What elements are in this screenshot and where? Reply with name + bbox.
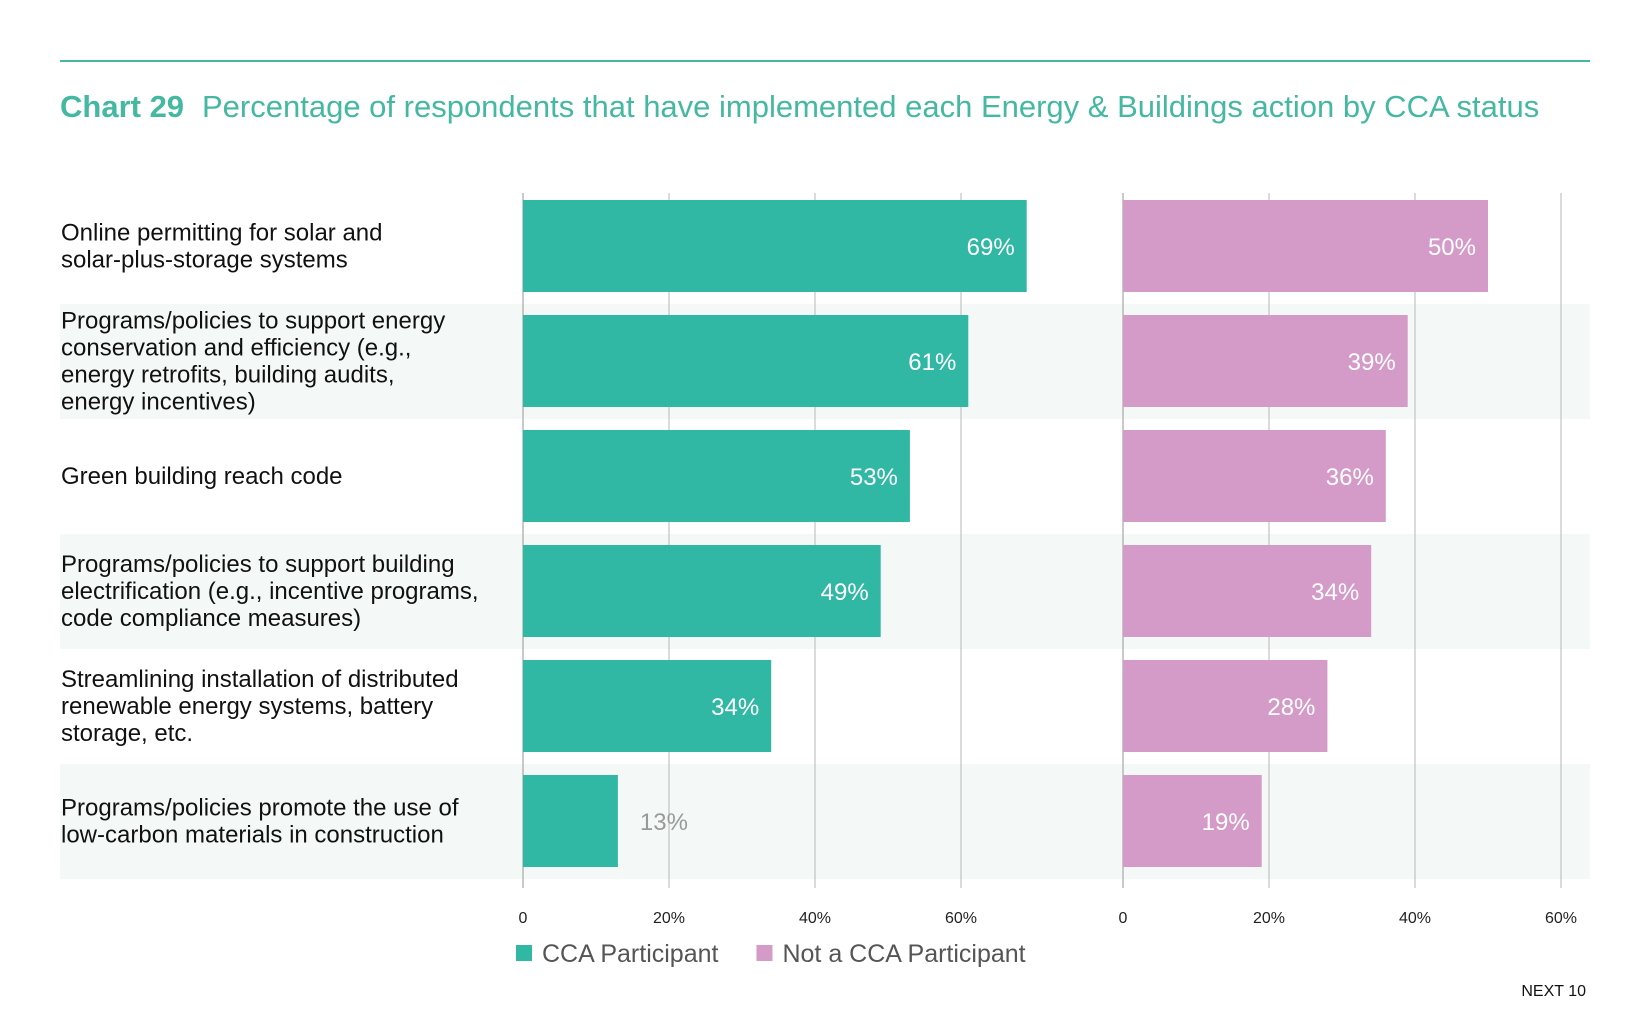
data-label: 61% [908, 349, 956, 376]
data-label: 36% [1326, 464, 1374, 491]
bar [1123, 775, 1262, 867]
data-label: 69% [967, 234, 1015, 261]
data-label: 34% [1311, 579, 1359, 606]
category-label-line: conservation and efficiency (e.g., [61, 335, 411, 362]
legend-label: Not a CCA Participant [782, 940, 1025, 968]
category-label-line: Green building reach code [61, 463, 343, 490]
legend-swatch [756, 945, 773, 961]
bar [1123, 200, 1488, 292]
data-label: 50% [1428, 234, 1476, 261]
category-label-line: renewable energy systems, battery [61, 693, 433, 720]
category-label-line: solar-plus-storage systems [61, 247, 348, 274]
row-band [60, 764, 1590, 879]
bar [523, 545, 881, 637]
data-label: 49% [821, 579, 869, 606]
category-label-line: code compliance measures) [61, 605, 361, 632]
category-label: Streamlining installation of distributed… [61, 666, 459, 747]
data-label: 28% [1267, 694, 1315, 721]
data-label: 39% [1348, 349, 1396, 376]
category-label: Programs/policies promote the use of low-… [61, 795, 459, 849]
data-label: 53% [850, 464, 898, 491]
category-label: Programs/policies to support energy conse… [61, 308, 445, 416]
category-label: Green building reach code [61, 463, 343, 490]
legend-swatch [516, 945, 532, 961]
x-tick-label: 20% [653, 910, 685, 927]
bar [1123, 545, 1372, 637]
x-tick-label: 0 [519, 910, 528, 927]
data-label: 19% [1202, 809, 1250, 836]
category-label-line: energy retrofits, building audits, [61, 362, 395, 389]
x-tick-label: 20% [1253, 910, 1285, 927]
bar [1123, 430, 1386, 522]
footer-brand: NEXT 10 [1521, 983, 1586, 1000]
category-label-line: Programs/policies promote the use of [61, 795, 459, 822]
x-tick-label: 60% [1545, 910, 1577, 927]
category-label-line: storage, etc. [61, 720, 193, 747]
x-tick-label: 60% [945, 910, 977, 927]
bar [523, 660, 772, 752]
data-label: 34% [711, 694, 759, 721]
category-label: Programs/policies to support building ele… [61, 551, 479, 632]
top-rule [60, 60, 1590, 62]
data-label: 13% [640, 809, 688, 836]
bar [523, 200, 1027, 292]
bar [523, 775, 618, 867]
category-label-line: energy incentives) [61, 389, 256, 416]
category-label-line: electrification (e.g., incentive program… [61, 578, 479, 605]
x-tick-label: 40% [799, 910, 831, 927]
bar [1123, 315, 1408, 407]
chart-title: Percentage of respondents that have impl… [202, 89, 1540, 124]
legend-label: CCA Participant [542, 940, 719, 968]
category-label-line: Programs/policies to support building [61, 551, 455, 578]
bar [1123, 660, 1328, 752]
category-label: Online permitting for solar and solar-plu… [61, 220, 383, 274]
x-tick-label: 0 [1119, 910, 1128, 927]
category-label-line: Streamlining installation of distributed [61, 666, 459, 693]
chart-number: Chart 29 [60, 89, 185, 124]
bar [523, 430, 910, 522]
x-tick-label: 40% [1399, 910, 1431, 927]
category-label-line: Online permitting for solar and [61, 220, 383, 247]
category-label-line: Programs/policies to support energy [61, 308, 445, 335]
bar [523, 315, 969, 407]
category-label-line: low-carbon materials in construction [61, 822, 444, 849]
